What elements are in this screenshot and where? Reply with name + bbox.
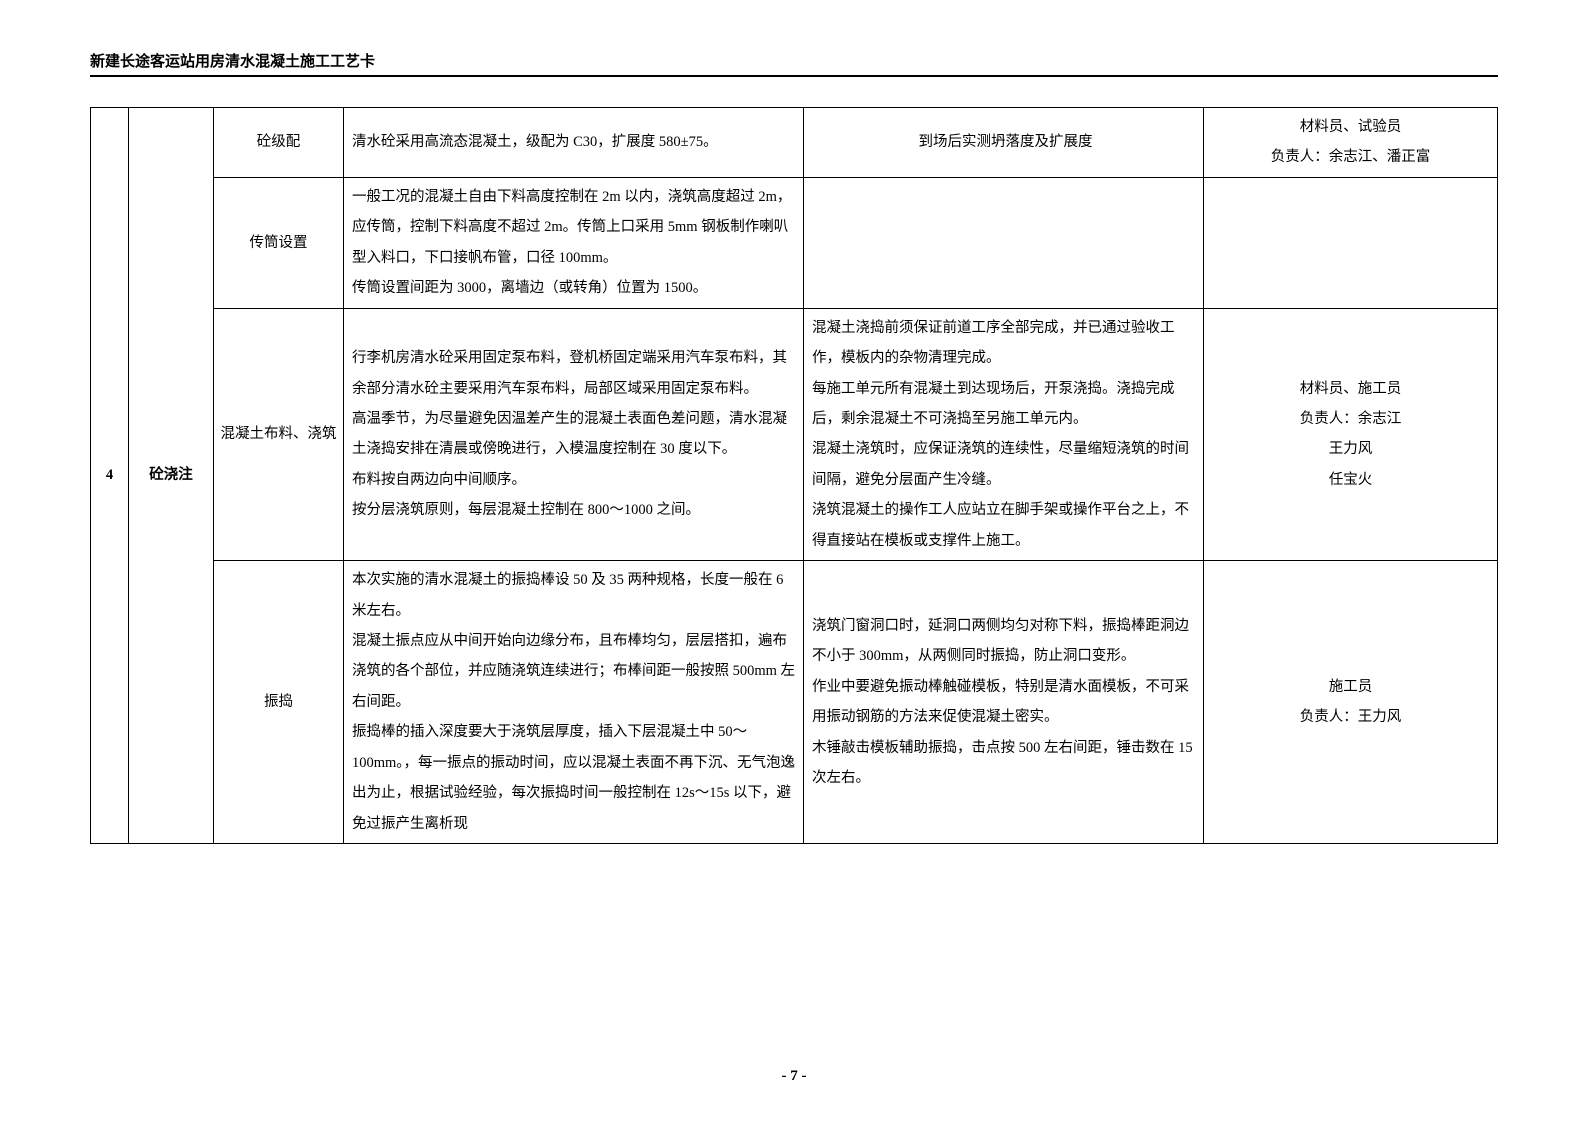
page-header: 新建长途客运站用房清水混凝土施工工艺卡	[90, 50, 1498, 77]
note-cell: 混凝土浇捣前须保证前道工序全部完成，并已通过验收工作，模板内的杂物清理完成。每施…	[804, 308, 1204, 561]
note-cell: 到场后实测坍落度及扩展度	[804, 108, 1204, 178]
note-cell	[804, 177, 1204, 308]
note-cell: 浇筑门窗洞口时，延洞口两侧均匀对称下料，振捣棒距洞边不小于 300mm，从两侧同…	[804, 561, 1204, 844]
method-cell: 行李机房清水砼采用固定泵布料，登机桥固定端采用汽车泵布料，其余部分清水砼主要采用…	[344, 308, 804, 561]
sub-step: 混凝土布料、浇筑	[214, 308, 344, 561]
step-name: 砼浇注	[129, 108, 214, 844]
sub-step: 砼级配	[214, 108, 344, 178]
sub-step: 传筒设置	[214, 177, 344, 308]
responsible-cell: 材料员、施工员负责人：余志江王力风任宝火	[1204, 308, 1498, 561]
method-cell: 一般工况的混凝土自由下料高度控制在 2m 以内，浇筑高度超过 2m，应传筒，控制…	[344, 177, 804, 308]
page-number: - 7 -	[0, 1068, 1588, 1085]
responsible-cell	[1204, 177, 1498, 308]
method-cell: 本次实施的清水混凝土的振捣棒设 50 及 35 两种规格，长度一般在 6 米左右…	[344, 561, 804, 844]
sub-step: 振捣	[214, 561, 344, 844]
row-index: 4	[91, 108, 129, 844]
method-cell: 清水砼采用高流态混凝土，级配为 C30，扩展度 580±75。	[344, 108, 804, 178]
responsible-cell: 施工员负责人：王力风	[1204, 561, 1498, 844]
responsible-cell: 材料员、试验员负责人：余志江、潘正富	[1204, 108, 1498, 178]
process-table: 4砼浇注砼级配清水砼采用高流态混凝土，级配为 C30，扩展度 580±75。到场…	[90, 107, 1498, 844]
